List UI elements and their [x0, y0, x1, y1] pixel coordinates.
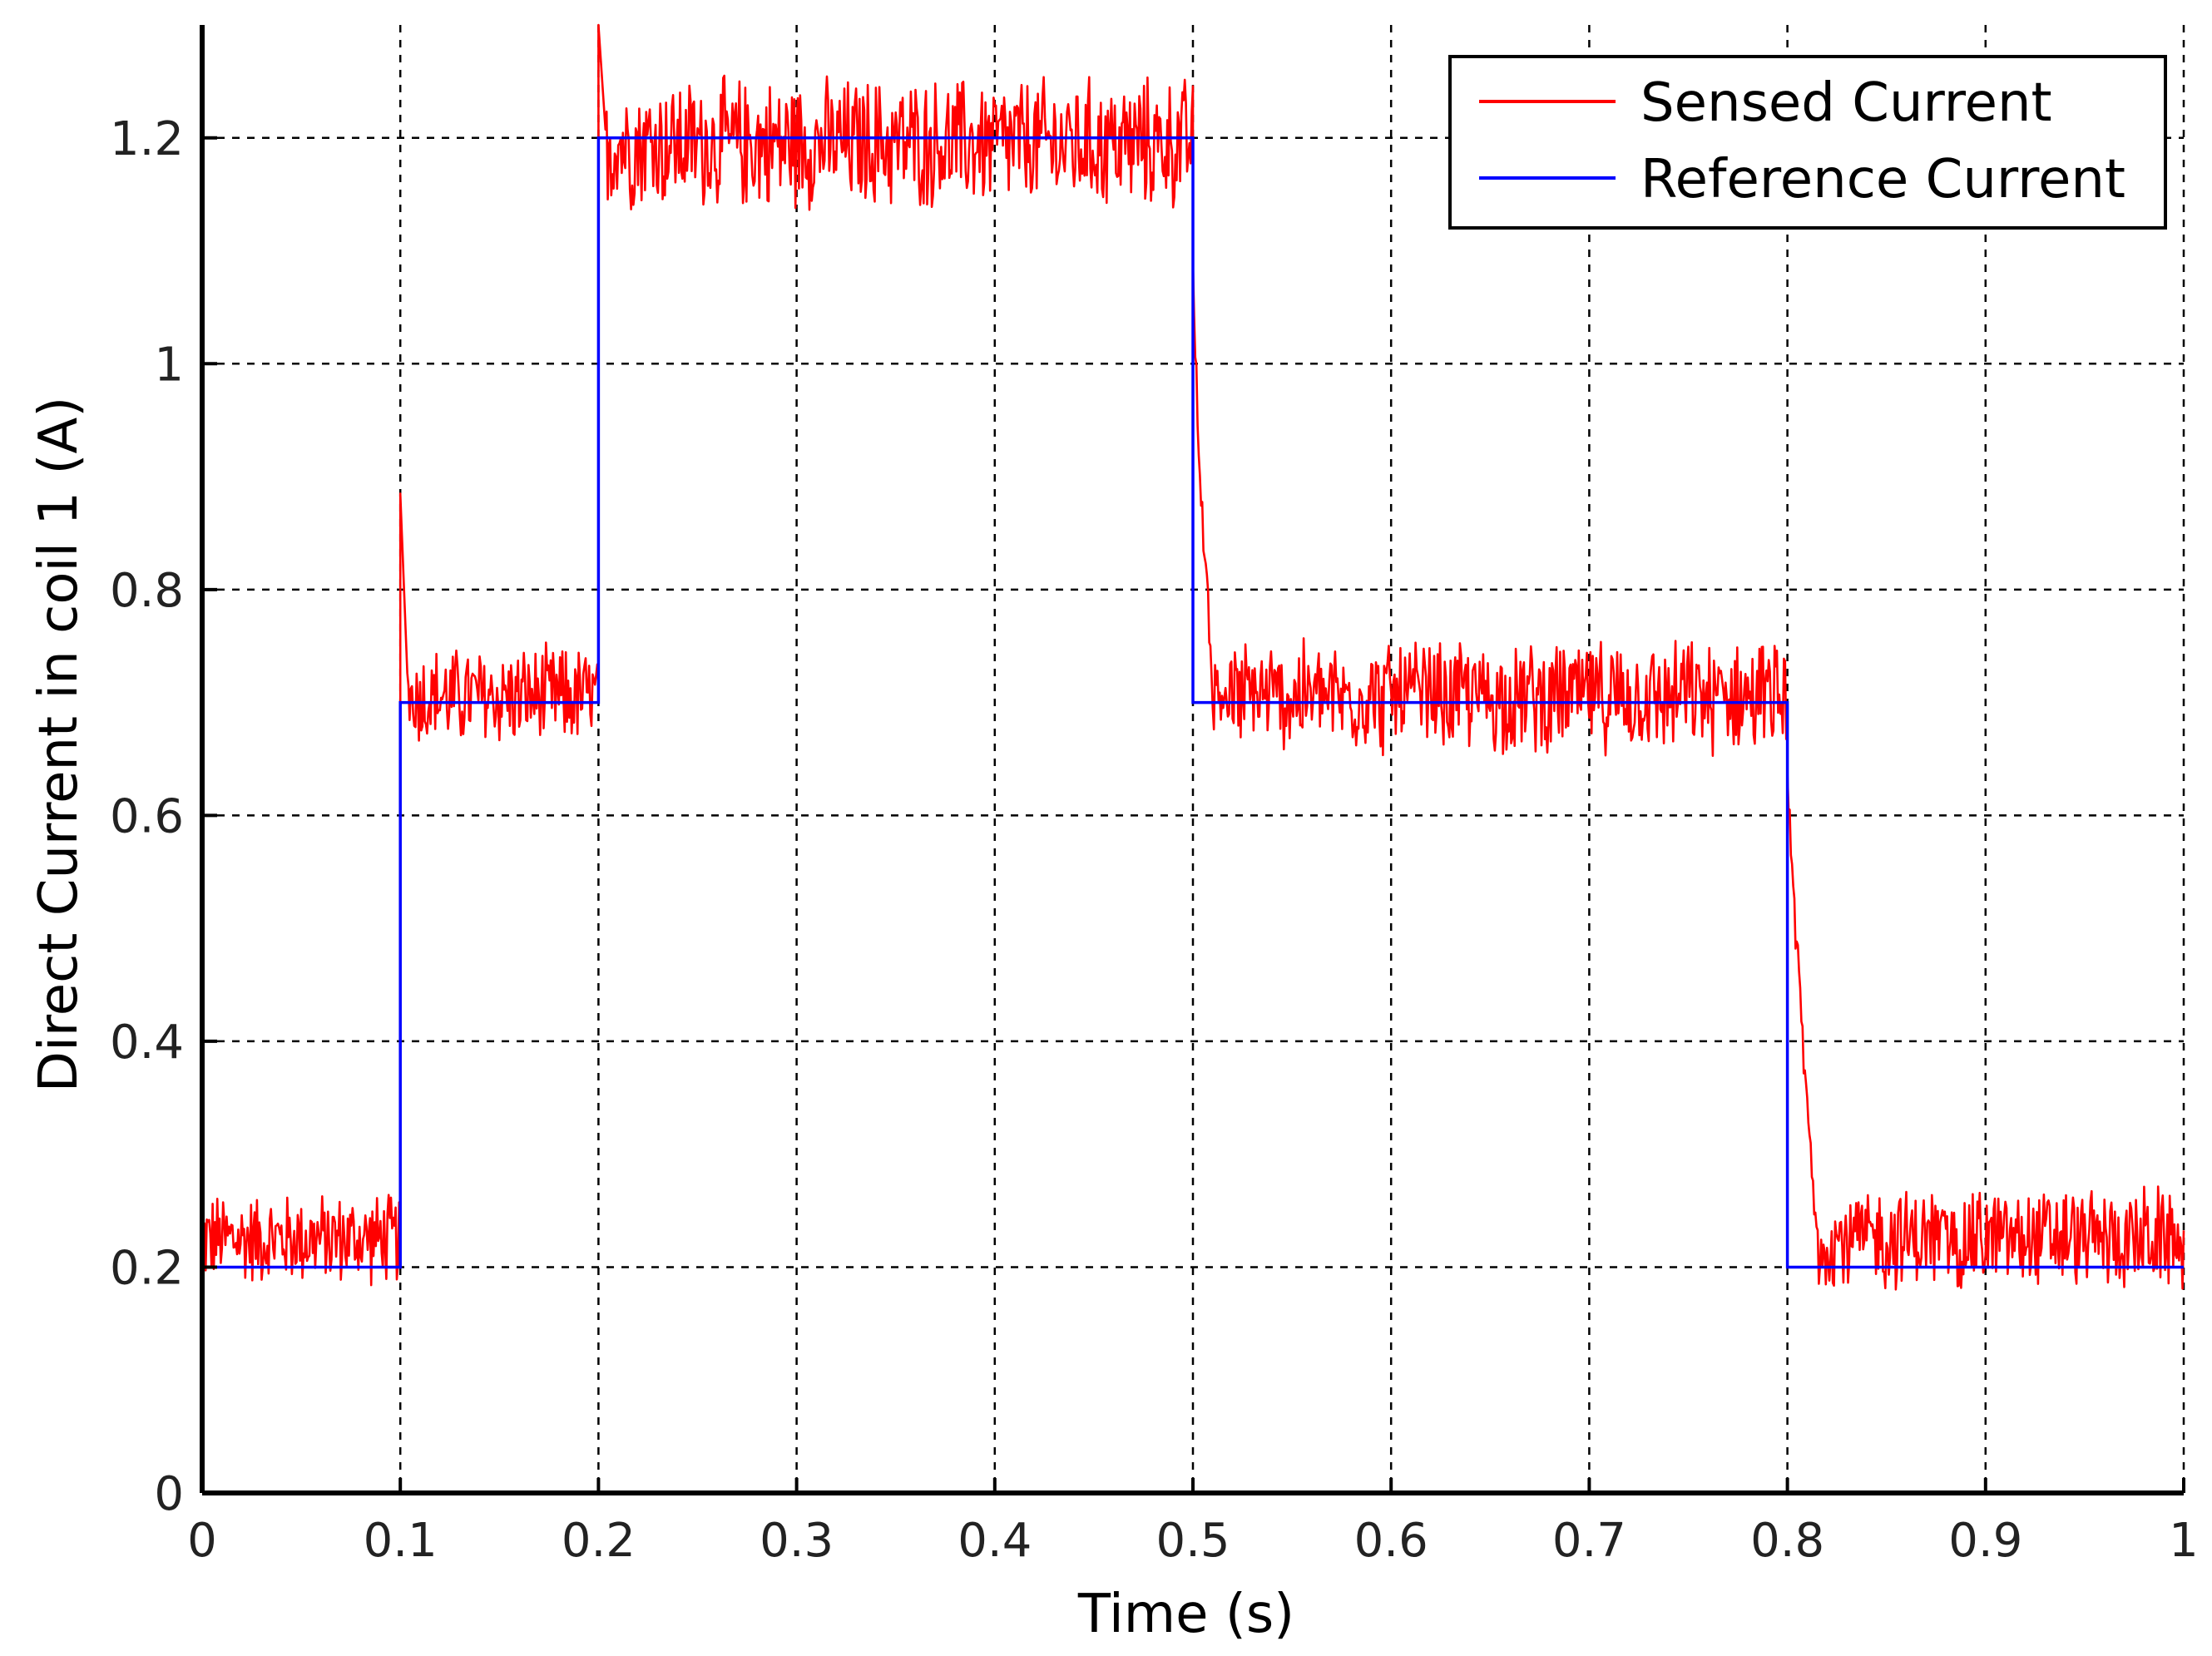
- y-tick-label: 0.6: [110, 789, 184, 843]
- y-tick-label: 0.4: [110, 1016, 184, 1070]
- x-tick-label: 0.2: [562, 1514, 636, 1568]
- x-tick-label: 0.4: [958, 1514, 1032, 1568]
- axes: [200, 25, 2185, 1495]
- legend: Sensed Current Reference Current: [1448, 55, 2167, 230]
- y-tick-label: 0: [154, 1467, 184, 1521]
- series-line-sensed-current: [200, 23, 2185, 1291]
- x-tick-label: 0.7: [1552, 1514, 1626, 1568]
- series-line-reference-current: [202, 136, 2184, 1269]
- legend-label-reference: Reference Current: [1640, 149, 2125, 210]
- y-tick-label: 0.2: [110, 1241, 184, 1295]
- legend-label-sensed: Sensed Current: [1640, 72, 2052, 134]
- x-tick-label: 1: [2169, 1514, 2199, 1568]
- x-tick-label: 0.6: [1354, 1514, 1428, 1568]
- x-axis-title: Time (s): [1077, 1584, 1294, 1645]
- y-tick-label: 0.8: [110, 564, 184, 618]
- y-tick-label: 1: [154, 338, 184, 392]
- y-axis-title: Direct Current in coil 1 (A): [28, 397, 90, 1092]
- tick-labels: 0 0.1 0.2 0.3 0.4 0.5 0.6 0.7 0.8 0.9 1 0 0.2 0.4 0.6 0…: [110, 112, 2199, 1568]
- x-tick-label: 0.5: [1155, 1514, 1230, 1568]
- series-layer: [200, 23, 2185, 1291]
- legend-box: [1448, 55, 2167, 230]
- x-tick-label: 0.3: [760, 1514, 834, 1568]
- x-tick-label: 0.8: [1750, 1514, 1824, 1568]
- y-tick-label: 1.2: [110, 112, 184, 166]
- x-tick-label: 0.9: [1948, 1514, 2022, 1568]
- x-tick-label: 0.1: [364, 1514, 438, 1568]
- x-tick-label: 0: [187, 1514, 217, 1568]
